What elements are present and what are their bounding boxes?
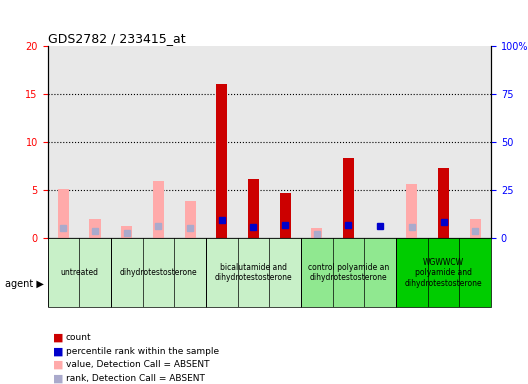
FancyBboxPatch shape [301, 238, 396, 307]
Bar [459, 46, 491, 238]
Bar [48, 46, 79, 238]
FancyBboxPatch shape [111, 238, 206, 307]
Text: agent ▶: agent ▶ [5, 279, 44, 289]
Text: ■: ■ [53, 333, 63, 343]
Bar [301, 46, 333, 238]
Text: untreated: untreated [60, 268, 98, 277]
Bar [438, 168, 449, 238]
Text: dihydrotestosterone: dihydrotestosterone [119, 268, 197, 277]
Bar [58, 189, 69, 238]
Bar [174, 46, 206, 238]
Text: count: count [66, 333, 92, 343]
Bar [364, 46, 396, 238]
Bar [311, 228, 322, 238]
Bar [269, 46, 301, 238]
Bar [406, 184, 417, 238]
Bar [428, 46, 459, 238]
Bar [206, 46, 238, 238]
Bar [470, 219, 480, 238]
Text: control polyamide an
dihydrotestosterone: control polyamide an dihydrotestosterone [308, 263, 389, 282]
Bar [153, 181, 164, 238]
Bar [396, 46, 428, 238]
Text: GDS2782 / 233415_at: GDS2782 / 233415_at [48, 32, 185, 45]
Bar [79, 46, 111, 238]
Bar [333, 46, 364, 238]
Bar [216, 84, 227, 238]
Bar [280, 193, 290, 238]
Bar [111, 46, 143, 238]
Text: rank, Detection Call = ABSENT: rank, Detection Call = ABSENT [66, 374, 205, 383]
FancyBboxPatch shape [396, 238, 491, 307]
Bar [185, 200, 195, 238]
Text: value, Detection Call = ABSENT: value, Detection Call = ABSENT [66, 360, 210, 369]
Bar [248, 179, 259, 238]
Text: ■: ■ [53, 360, 63, 370]
FancyBboxPatch shape [206, 238, 301, 307]
Text: ■: ■ [53, 373, 63, 383]
Text: percentile rank within the sample: percentile rank within the sample [66, 347, 219, 356]
Bar [121, 226, 132, 238]
Bar [89, 219, 100, 238]
Bar [143, 46, 174, 238]
Text: ■: ■ [53, 346, 63, 356]
FancyBboxPatch shape [48, 238, 111, 307]
Text: WGWWCW
polyamide and
dihydrotestosterone: WGWWCW polyamide and dihydrotestosterone [404, 258, 483, 288]
Text: bicalutamide and
dihydrotestosterone: bicalutamide and dihydrotestosterone [214, 263, 293, 282]
Bar [343, 158, 354, 238]
Bar [238, 46, 269, 238]
